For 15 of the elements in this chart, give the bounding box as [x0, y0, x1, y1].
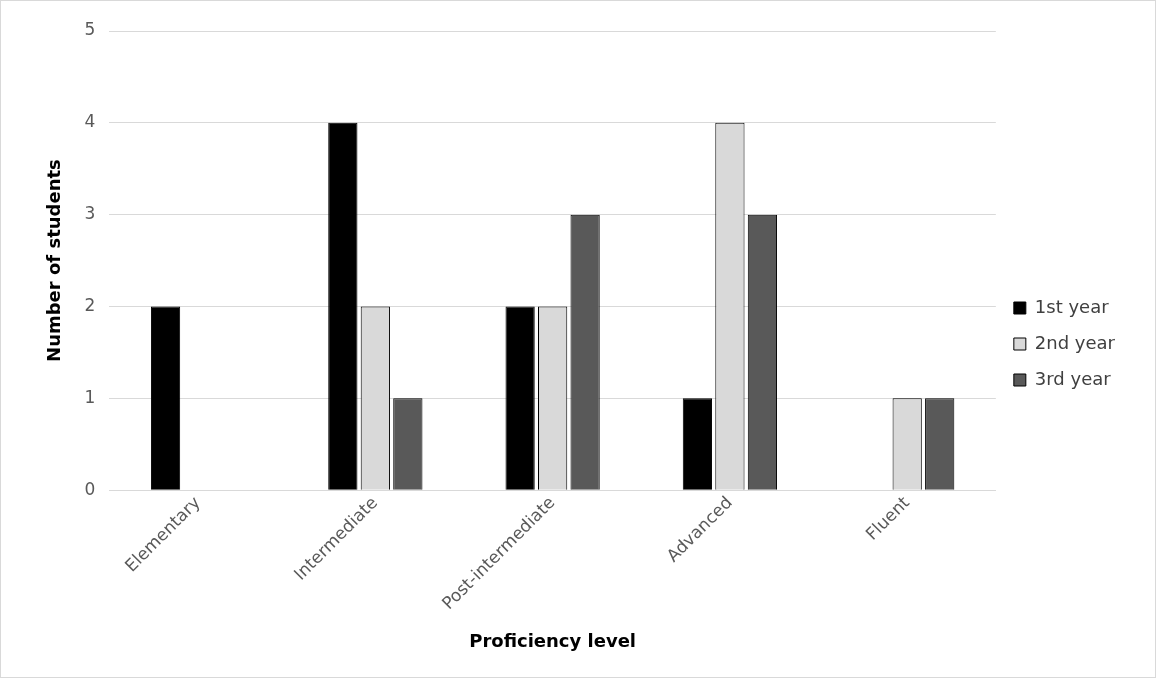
legend-label: 1st year	[1034, 295, 1110, 317]
legend-label: 2nd year	[1034, 331, 1116, 353]
bar	[150, 306, 181, 490]
y-tick-label: 3	[84, 203, 96, 224]
legend-label: 3rd year	[1034, 367, 1112, 389]
bar	[328, 122, 358, 490]
y-tick-label: 1	[84, 386, 96, 407]
y-tick-label: 4	[84, 111, 96, 132]
x-axis-title: Proficiency level	[469, 629, 637, 651]
y-axis-title: Number of students	[43, 159, 65, 362]
y-tick-label: 2	[84, 294, 96, 315]
y-tick-label: 5	[84, 19, 96, 40]
y-tick-label: 0	[84, 478, 96, 499]
bar	[682, 398, 713, 490]
bar	[505, 306, 535, 490]
